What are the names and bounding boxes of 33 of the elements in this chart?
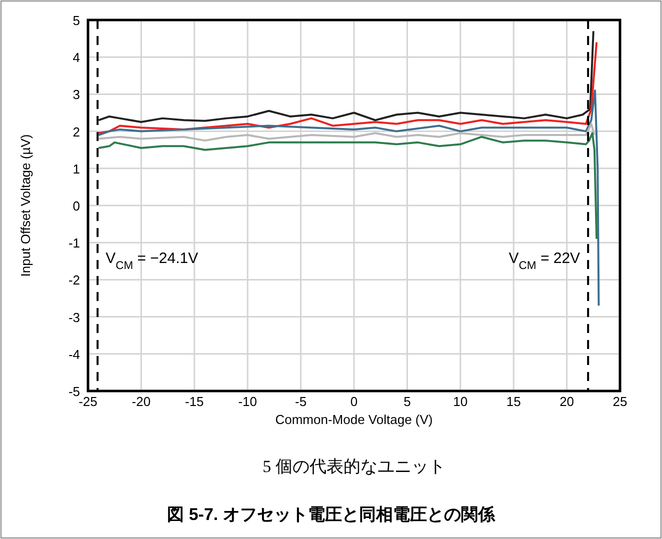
y-tick-label: 1 xyxy=(72,161,80,176)
x-tick-label: 25 xyxy=(612,394,628,409)
x-tick-label: -20 xyxy=(132,394,151,409)
line-series xyxy=(98,30,594,124)
line-series xyxy=(98,132,598,240)
x-tick-label: -5 xyxy=(295,394,307,409)
x-tick-label: 5 xyxy=(404,394,411,409)
y-tick-label: 4 xyxy=(72,50,80,66)
x-tick-label: -10 xyxy=(238,394,257,409)
y-tick-label: -4 xyxy=(68,346,80,362)
x-tick-label: -15 xyxy=(185,394,204,409)
y-tick-label: 3 xyxy=(72,87,80,102)
y-tick-label: 2 xyxy=(72,124,80,140)
text: 5 個の代表的なユニット xyxy=(262,457,446,476)
line-series xyxy=(98,122,596,142)
line-series xyxy=(98,89,600,307)
x-tick-label: -25 xyxy=(78,394,98,409)
ref-line-label: V$_{CM}$ = 22V xyxy=(508,250,580,272)
x-tick-label: 20 xyxy=(560,394,574,409)
line-series xyxy=(98,41,598,134)
y-tick-label: -2 xyxy=(68,272,80,288)
x-tick-label: 15 xyxy=(506,394,521,409)
x-tick-label: 10 xyxy=(453,394,468,409)
y-tick-label: 0 xyxy=(72,198,80,214)
y-tick-label: 5 xyxy=(72,13,80,28)
x-tick-label: 0 xyxy=(350,394,358,409)
y-axis-title: Input Offset Voltage (µV) xyxy=(18,134,33,277)
ref-line-label: V$_{CM}$ = −24.1V xyxy=(106,250,198,272)
text: 図 5-7. オフセット電圧と同相電圧との関係 xyxy=(167,505,496,524)
x-axis-title: Common-Mode Voltage (V) xyxy=(275,412,433,427)
y-tick-label: -3 xyxy=(68,310,80,325)
y-tick-label: -5 xyxy=(68,384,80,399)
y-tick-label: -1 xyxy=(68,236,80,251)
